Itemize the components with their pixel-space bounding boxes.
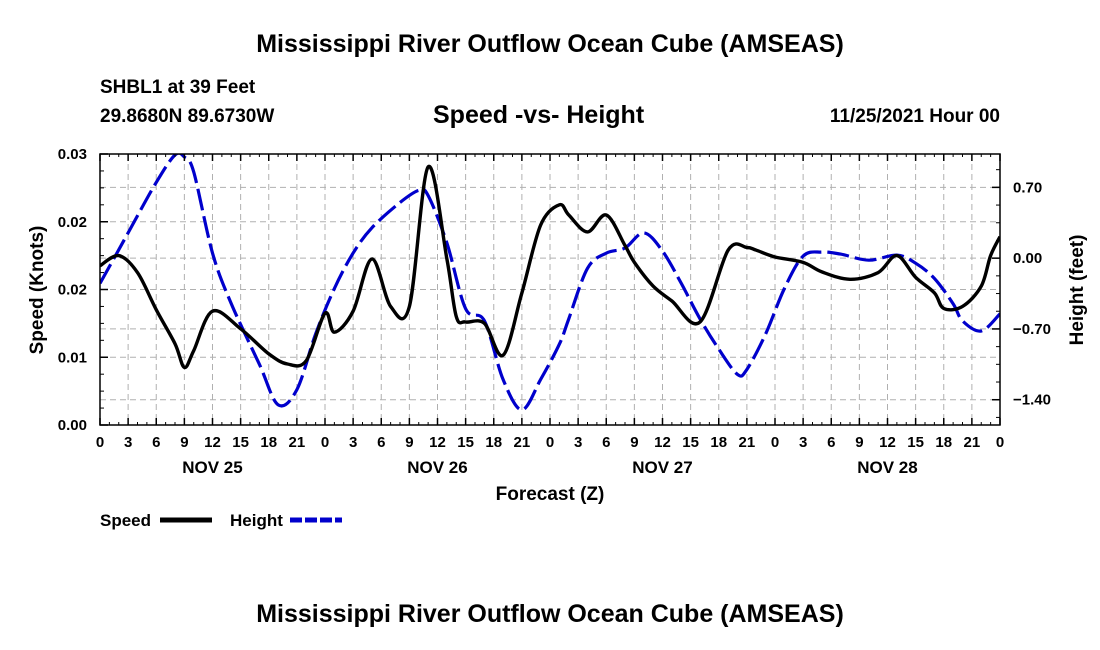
label-layer: 0 3 6 9 12 15 18 21 0 3 6 9 12 15 18 21 0 3 6 9 12 15 18 21 0 3 6 9… <box>58 146 1051 477</box>
x-tick-label: 12 <box>429 434 446 451</box>
legend-label-height: Height <box>230 511 283 530</box>
x-tick-label: 6 <box>827 434 835 451</box>
series-line-speed <box>100 165 1000 370</box>
x-tick-label: 21 <box>289 434 306 451</box>
x-tick-label: 0 <box>996 434 1004 451</box>
x-tick-label: 9 <box>405 434 413 451</box>
y2-tick-label: −1.40 <box>1013 392 1051 409</box>
series-layer <box>100 154 1000 412</box>
x-tick-label: 6 <box>377 434 385 451</box>
x-tick-label: 12 <box>204 434 221 451</box>
y-axis-title: Speed (Knots) <box>27 226 48 355</box>
x-tick-label: 3 <box>574 434 582 451</box>
x-tick-label: 21 <box>964 434 981 451</box>
day-label: NOV 27 <box>632 458 692 477</box>
x-tick-label: 3 <box>124 434 132 451</box>
x-tick-label: 12 <box>879 434 896 451</box>
bottom-repeated-title: Mississippi River Outflow Ocean Cube (AM… <box>256 600 844 628</box>
x-axis-title: Forecast (Z) <box>496 484 605 505</box>
x-tick-label: 9 <box>855 434 863 451</box>
x-tick-label: 3 <box>799 434 807 451</box>
day-label: NOV 25 <box>182 458 242 477</box>
station-coordinates: 29.8680N 89.6730W <box>100 106 275 127</box>
y-tick-label: 0.01 <box>58 349 87 366</box>
y-tick-label: 0.02 <box>58 214 87 231</box>
x-tick-label: 18 <box>710 434 727 451</box>
y-tick-label: 0.03 <box>58 146 87 163</box>
x-tick-label: 3 <box>349 434 357 451</box>
x-tick-label: 15 <box>682 434 699 451</box>
chart-main-title: Mississippi River Outflow Ocean Cube (AM… <box>256 30 844 58</box>
x-tick-label: 0 <box>321 434 329 451</box>
x-tick-label: 21 <box>514 434 531 451</box>
y2-tick-label: −0.70 <box>1013 321 1051 338</box>
x-tick-label: 18 <box>260 434 277 451</box>
forecast-datetime: 11/25/2021 Hour 00 <box>829 106 1000 127</box>
x-tick-label: 0 <box>546 434 554 451</box>
speed-height-chart: 0 3 6 9 12 15 18 21 0 3 6 9 12 15 18 21 0 3 6 9 12 15 18 21 0 3 6 9… <box>27 146 1088 530</box>
x-tick-label: 9 <box>180 434 188 451</box>
x-tick-label: 0 <box>771 434 779 451</box>
x-tick-label: 6 <box>602 434 610 451</box>
y-tick-label: 0.00 <box>58 417 87 434</box>
legend: Speed Height <box>100 511 342 530</box>
station-label: SHBL1 at 39 Feet <box>100 77 256 98</box>
day-label: NOV 26 <box>407 458 467 477</box>
x-tick-label: 15 <box>457 434 474 451</box>
tick-layer <box>99 153 1001 426</box>
x-tick-label: 15 <box>907 434 924 451</box>
x-tick-label: 21 <box>739 434 756 451</box>
legend-label-speed: Speed <box>100 511 151 530</box>
x-tick-label: 6 <box>152 434 160 451</box>
x-tick-label: 12 <box>654 434 671 451</box>
day-label: NOV 28 <box>857 458 917 477</box>
grid-layer <box>100 154 1000 425</box>
y2-axis-title: Height (feet) <box>1067 235 1088 346</box>
chart-subtitle: Speed -vs- Height <box>433 101 645 129</box>
x-tick-label: 15 <box>232 434 249 451</box>
y-tick-label: 0.02 <box>58 282 87 299</box>
y2-tick-label: 0.70 <box>1013 179 1042 196</box>
x-tick-label: 0 <box>96 434 104 451</box>
y2-tick-label: 0.00 <box>1013 250 1042 267</box>
x-tick-label: 18 <box>485 434 502 451</box>
x-tick-label: 9 <box>630 434 638 451</box>
series-line-height <box>100 154 1000 412</box>
x-tick-label: 18 <box>935 434 952 451</box>
